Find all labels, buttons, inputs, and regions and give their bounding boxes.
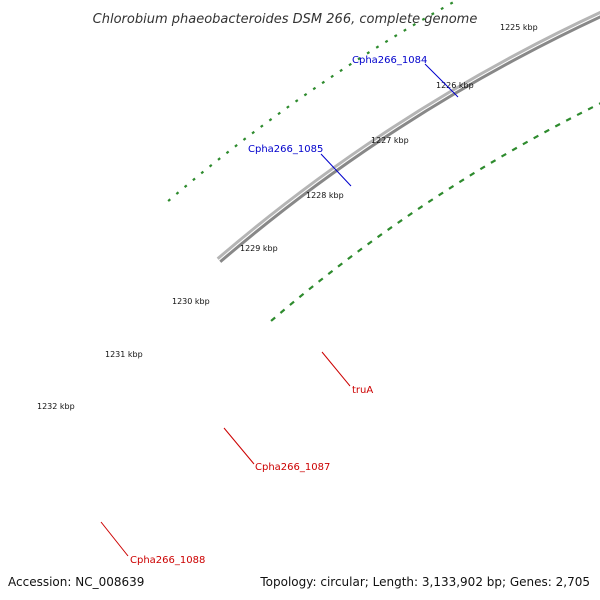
gc-outer-dot [260, 124, 264, 128]
gc-outer-dot [375, 45, 380, 49]
gc-inner-dash [448, 184, 455, 190]
gc-outer-dot [286, 105, 290, 109]
gc-outer-dot [357, 56, 361, 61]
gc-outer-dot [431, 12, 435, 16]
gc-outer-dot [403, 28, 407, 32]
gc-inner-dash [427, 198, 434, 204]
gc-outer-dot [303, 92, 308, 97]
gene-label-cpha266-1088: Cpha266_1088 [130, 555, 205, 566]
tick-label: 1227 kbp [371, 136, 409, 145]
genome-backbone [216, 11, 600, 263]
gc-inner-dash [469, 171, 475, 177]
gc-inner-dash [587, 106, 594, 111]
gene-labels: Cpha266_1084 Cpha266_1085 truA Cpha266_1… [130, 55, 427, 566]
gc-outer-dot [208, 164, 213, 168]
gc-outer-dot [167, 198, 171, 202]
gc-outer-dot [339, 68, 343, 73]
gc-outer-dot [192, 177, 196, 182]
gc-outer-dot [421, 17, 426, 21]
gc-outer-dot [268, 118, 273, 122]
gc-inner-dash [347, 255, 353, 261]
gc-inner-dash [386, 226, 393, 231]
gc-outer-dot [366, 51, 371, 55]
tick-label: 1231 kbp [105, 350, 143, 359]
gene-label-trua: truA [352, 385, 373, 396]
tick-label: 1226 kbp [436, 81, 474, 90]
gc-inner-dash [533, 134, 539, 140]
gc-inner-dash [366, 240, 373, 246]
gc-inner-dash [397, 219, 403, 224]
gc-outer-dot [200, 170, 205, 175]
accession-text: Accession: NC_008639 [8, 575, 144, 589]
gc-inner-dash [376, 233, 383, 239]
genome-summary-text: Topology: circular; Length: 3,133,902 bp… [259, 575, 590, 589]
gc-inner-dash [543, 128, 550, 134]
tick-label: 1232 kbp [37, 402, 75, 411]
feature-track [590, 0, 600, 9]
gene-label-cpha266-1087: Cpha266_1087 [255, 462, 330, 473]
gc-outer-dot [384, 39, 389, 44]
gc-outer-dot [321, 80, 326, 85]
gc-outer-dot [412, 23, 416, 27]
leader-line [321, 351, 351, 387]
tick-label: 1229 kbp [240, 244, 278, 253]
leader-line [223, 427, 255, 465]
gc-outer-dot [330, 74, 334, 79]
gc-outer-dot [225, 150, 230, 155]
gc-inner-dash [407, 212, 413, 217]
gc-inner-dash [337, 262, 343, 268]
gc-inner-dash [458, 178, 465, 184]
gc-inner-dash [511, 146, 518, 152]
gc-inner-dash [289, 300, 295, 306]
gc-inner-dash [327, 269, 334, 276]
gc-inner-dash [479, 165, 486, 171]
gc-outer-dot [294, 99, 299, 103]
gc-inner-dash [317, 277, 324, 283]
gc-inner-dash [522, 140, 529, 146]
gc-inner-dash [576, 111, 583, 117]
gc-content-track [167, 1, 600, 322]
gc-outer-dot [393, 34, 398, 38]
tick-label: 1228 kbp [306, 191, 344, 200]
gc-inner-dash [279, 308, 286, 314]
gc-inner-dash [490, 159, 497, 164]
leader-line [424, 63, 459, 98]
gc-outer-dot [440, 6, 444, 11]
tick-label: 1230 kbp [172, 297, 210, 306]
backbone-inner-line [219, 15, 600, 263]
gc-outer-dot [251, 130, 255, 135]
gc-outer-dot [277, 111, 281, 116]
gene-label-cpha266-1084: Cpha266_1084 [352, 55, 427, 66]
gc-outer-dot [348, 62, 352, 67]
tick-labels: 1225 kbp 1226 kbp 1227 kbp 1228 kbp 1229… [37, 23, 538, 411]
leader-line [100, 521, 129, 557]
gc-inner-dash [500, 152, 507, 158]
tick-label: 1225 kbp [500, 23, 538, 32]
gc-outer-dot [183, 184, 188, 188]
gc-outer-dot [217, 157, 221, 161]
gc-inner-dash [417, 205, 424, 210]
map-title: Chlorobium phaeobacteroides DSM 266, com… [93, 12, 478, 27]
gc-inner-dash [438, 191, 444, 197]
gc-outer-dot [449, 1, 454, 5]
gc-inner-dash [298, 292, 305, 299]
leader-line [320, 153, 352, 187]
gc-outer-dot [175, 191, 180, 195]
gc-outer-dot [242, 137, 247, 141]
gene-label-leaders [100, 63, 459, 557]
gc-outer-dot [234, 143, 238, 148]
gc-inner-dash [308, 285, 314, 291]
gc-inner-dash [565, 117, 572, 122]
backbone-outer-line [216, 11, 600, 260]
gc-inner-dash [357, 247, 363, 253]
gc-outer-dot [312, 86, 317, 91]
gc-inner-dash [554, 123, 561, 128]
gene-label-cpha266-1085: Cpha266_1085 [248, 144, 323, 155]
gc-inner-dash [270, 316, 276, 322]
